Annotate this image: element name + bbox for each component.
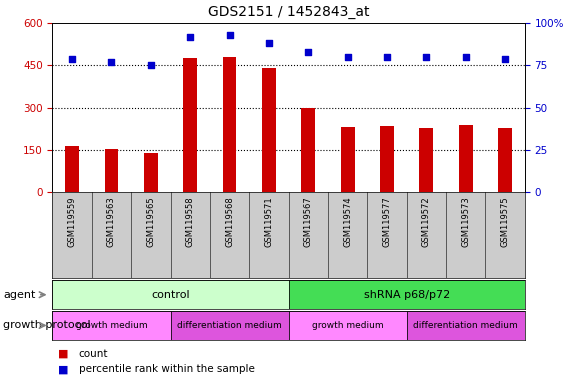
Text: control: control xyxy=(151,290,190,300)
Bar xyxy=(262,68,276,192)
Text: differentiation medium: differentiation medium xyxy=(413,321,518,330)
Point xyxy=(185,33,195,40)
Bar xyxy=(144,152,158,192)
Text: GSM119567: GSM119567 xyxy=(304,196,312,247)
Text: growth protocol: growth protocol xyxy=(3,320,90,331)
Bar xyxy=(52,280,289,309)
Text: GSM119574: GSM119574 xyxy=(343,196,352,247)
Text: GSM119568: GSM119568 xyxy=(225,196,234,247)
Text: GSM119571: GSM119571 xyxy=(265,196,273,247)
Bar xyxy=(289,280,525,309)
Bar xyxy=(380,126,394,192)
Point xyxy=(146,62,156,68)
Point xyxy=(264,40,273,46)
Text: GSM119577: GSM119577 xyxy=(382,196,391,247)
Text: GSM119559: GSM119559 xyxy=(68,196,76,247)
Text: GSM119563: GSM119563 xyxy=(107,196,116,247)
Point xyxy=(107,59,116,65)
Point xyxy=(343,54,352,60)
Bar xyxy=(170,311,289,340)
Text: differentiation medium: differentiation medium xyxy=(177,321,282,330)
Title: GDS2151 / 1452843_at: GDS2151 / 1452843_at xyxy=(208,5,370,19)
Text: ■: ■ xyxy=(58,364,69,374)
Bar xyxy=(223,57,237,192)
Bar xyxy=(459,125,473,192)
Text: GSM119573: GSM119573 xyxy=(461,196,470,247)
Bar xyxy=(65,146,79,192)
Text: GSM119558: GSM119558 xyxy=(186,196,195,247)
Text: count: count xyxy=(79,349,108,359)
Bar xyxy=(498,128,512,192)
Text: shRNA p68/p72: shRNA p68/p72 xyxy=(364,290,449,300)
Bar xyxy=(419,128,433,192)
Point xyxy=(422,54,431,60)
Text: percentile rank within the sample: percentile rank within the sample xyxy=(79,364,255,374)
Text: GSM119565: GSM119565 xyxy=(146,196,155,247)
Bar xyxy=(301,108,315,192)
Bar xyxy=(340,127,354,192)
Point xyxy=(461,54,470,60)
Text: ■: ■ xyxy=(58,349,69,359)
Point xyxy=(68,55,77,61)
Bar xyxy=(104,149,118,192)
Bar xyxy=(289,311,407,340)
Text: agent: agent xyxy=(3,290,36,300)
Text: growth medium: growth medium xyxy=(76,321,147,330)
Text: GSM119572: GSM119572 xyxy=(422,196,431,247)
Point xyxy=(304,49,313,55)
Text: growth medium: growth medium xyxy=(312,321,384,330)
Bar xyxy=(52,311,170,340)
Text: GSM119575: GSM119575 xyxy=(501,196,510,247)
Point xyxy=(382,54,392,60)
Bar xyxy=(183,58,197,192)
Point xyxy=(500,55,510,61)
Point xyxy=(225,32,234,38)
Bar xyxy=(407,311,525,340)
